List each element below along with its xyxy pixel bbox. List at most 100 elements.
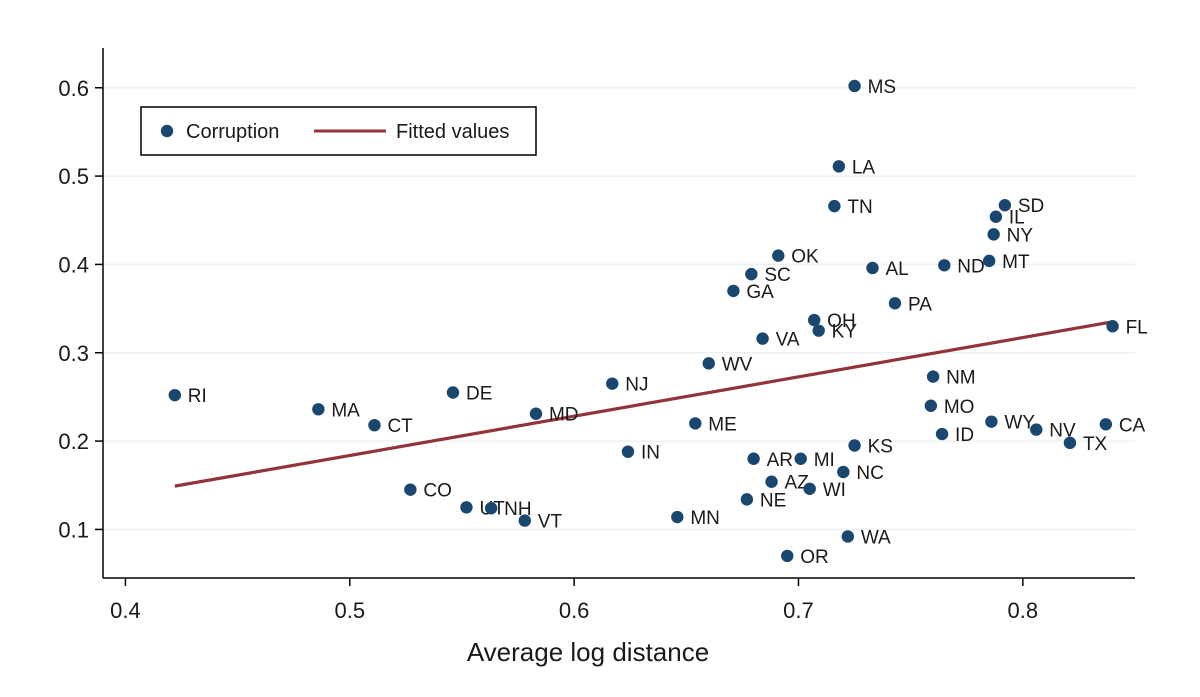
point-label-il: IL (1009, 208, 1025, 229)
point-label-ct: CT (387, 416, 413, 437)
point-ri (168, 388, 181, 402)
point-label-ok: OK (791, 247, 819, 268)
point-ut (460, 501, 473, 514)
point-ks (848, 439, 861, 452)
point-vt (518, 514, 531, 527)
points-layer: RIMACTCODEUTNHVTMDNJINMNMEWVGANESCARVAAZ… (168, 77, 1148, 568)
point-mo (924, 399, 938, 412)
y-tick-label-4: 0.5 (58, 164, 89, 189)
point-il (989, 210, 1003, 223)
point-label-ne: NE (760, 490, 786, 511)
point-label-ks: KS (868, 437, 893, 458)
x-tick-label-0: 0.4 (110, 598, 141, 623)
point-label-tn: TN (847, 197, 872, 218)
point-de (446, 386, 460, 399)
point-label-ri: RI (188, 386, 207, 407)
fit-line-layer (174, 320, 1113, 488)
point-fl (1106, 320, 1119, 333)
point-label-ma: MA (331, 400, 360, 421)
point-tn (828, 199, 841, 213)
point-nh (484, 502, 498, 515)
point-ne (740, 493, 754, 506)
point-label-nv: NV (1049, 421, 1076, 442)
legend-label-corruption: Corruption (186, 121, 279, 143)
point-label-ny: NY (1007, 225, 1034, 246)
point-ct (368, 418, 381, 432)
point-label-vt: VT (538, 512, 563, 533)
point-al (866, 261, 879, 275)
x-axis-title: Average log distance (467, 637, 709, 667)
point-nc (837, 465, 850, 479)
point-label-nm: NM (946, 368, 976, 389)
point-mt (982, 254, 996, 268)
point-label-mo: MO (944, 397, 975, 418)
point-label-me: ME (708, 414, 737, 435)
point-sc (745, 267, 758, 281)
point-sd (998, 199, 1012, 212)
y-tick-label-5: 0.6 (58, 76, 89, 101)
point-label-mi: MI (814, 450, 835, 471)
point-label-ca: CA (1119, 415, 1146, 436)
point-label-nc: NC (856, 463, 883, 484)
point-label-oh: OH (827, 311, 856, 332)
point-oh (807, 313, 821, 327)
point-wi (803, 482, 816, 495)
point-or (781, 549, 794, 563)
point-label-az: AZ (785, 473, 810, 494)
point-label-md: MD (549, 405, 579, 426)
point-label-mt: MT (1002, 252, 1030, 273)
point-label-in: IN (641, 443, 660, 464)
point-in (621, 445, 635, 458)
point-wy (985, 415, 998, 428)
point-mn (671, 510, 684, 524)
point-label-pa: PA (908, 294, 932, 315)
point-me (689, 417, 702, 430)
point-label-mn: MN (690, 508, 720, 529)
axes-layer: 0.1 0.2 0.3 0.4 0.5 0.6 0.4 0.5 0.6 0.7 0.8 (58, 48, 1135, 623)
point-nd (938, 259, 951, 272)
point-label-tx: TX (1083, 434, 1108, 455)
point-id (935, 427, 949, 441)
point-label-wa: WA (861, 527, 891, 548)
point-label-de: DE (466, 384, 492, 405)
point-label-al: AL (886, 259, 909, 280)
y-tick-label-2: 0.3 (58, 341, 89, 366)
y-tick-label-0: 0.1 (58, 517, 89, 542)
point-la (832, 160, 846, 173)
point-label-la: LA (852, 157, 876, 178)
point-label-ar: AR (767, 450, 793, 471)
legend-marker-corruption (160, 124, 174, 138)
y-tick-label-3: 0.4 (58, 252, 89, 277)
fitted-values-line (174, 320, 1113, 488)
x-tick-label-2: 0.6 (559, 598, 590, 623)
legend-label-fitted-values: Fitted values (396, 121, 509, 143)
point-label-ms: MS (868, 77, 897, 98)
legend: Corruption Fitted values (140, 106, 537, 156)
point-pa (888, 297, 902, 310)
point-nv (1030, 423, 1043, 436)
x-tick-label-3: 0.7 (783, 598, 814, 623)
point-label-ga: GA (746, 282, 774, 303)
point-wv (702, 357, 715, 370)
point-ok (772, 249, 785, 262)
point-va (756, 332, 769, 345)
point-label-va: VA (776, 330, 800, 351)
point-wa (841, 530, 855, 543)
point-label-nd: ND (957, 256, 984, 277)
point-label-ky: KY (832, 322, 858, 343)
point-mi (794, 452, 807, 465)
x-tick-label-4: 0.8 (1008, 598, 1039, 623)
point-label-wv: WV (722, 354, 753, 375)
point-az (765, 475, 778, 488)
point-ky (812, 324, 825, 337)
point-nj (606, 377, 619, 390)
point-label-co: CO (423, 481, 452, 502)
grid-layer (103, 87, 1135, 531)
y-tick-label-1: 0.2 (58, 429, 89, 454)
point-ma (312, 403, 325, 416)
point-label-sc: SC (764, 265, 790, 286)
point-label-wi: WI (823, 480, 846, 501)
point-co (404, 483, 417, 496)
point-label-or: OR (800, 547, 829, 568)
